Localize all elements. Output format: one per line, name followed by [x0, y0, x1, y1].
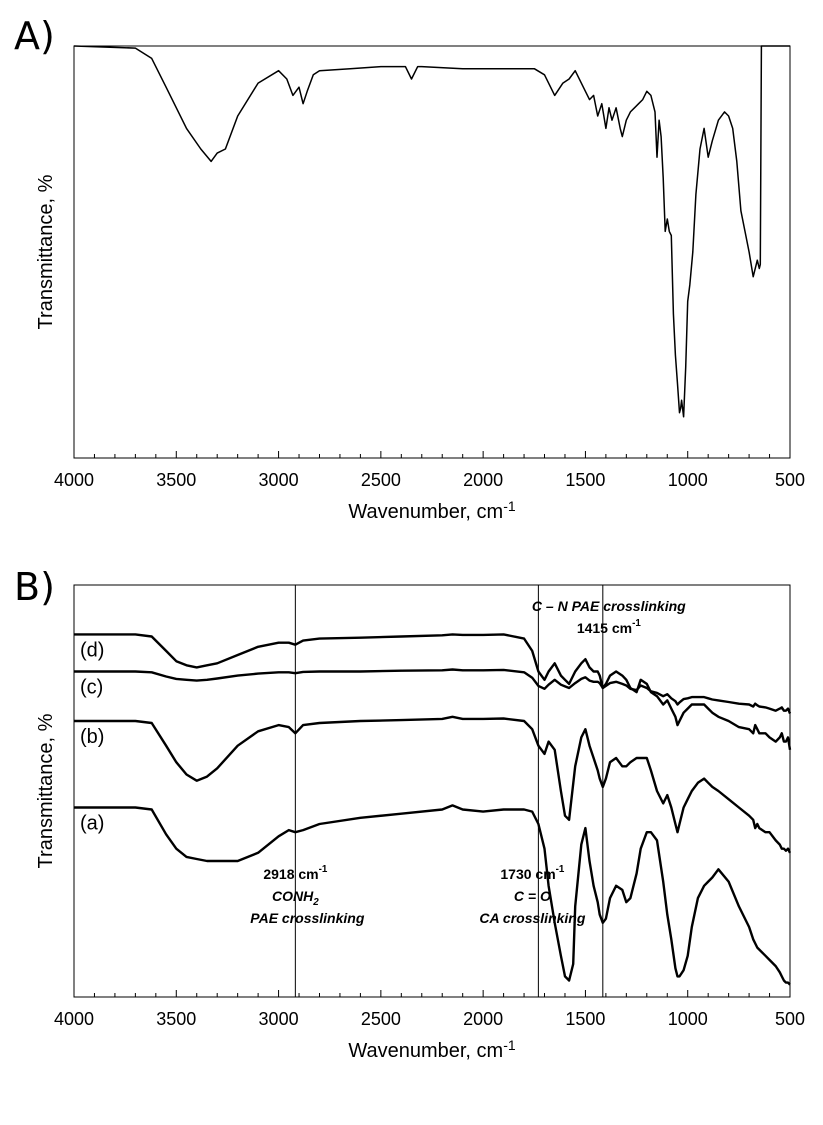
series-label: (a) [80, 812, 104, 834]
annotation-label: 1730 cm-1 [500, 864, 565, 882]
y-axis-title: Transmittance, % [35, 174, 57, 329]
x-axis-title: Wavenumber, cm-1 [348, 498, 516, 523]
annotation-label: CA crosslinking [479, 910, 586, 926]
x-tick-label: 4000 [54, 470, 94, 490]
chart-panel-a: 4000 3500 3000 2500 2000 1500 1000 500 Wavenumbe… [35, 45, 805, 523]
x-tick-label: 2000 [463, 470, 503, 490]
x-tick-label: 1000 [668, 470, 708, 490]
series-line [73, 45, 790, 418]
x-tick-label: 4000 [54, 1009, 94, 1029]
x-tick-label: 2500 [361, 470, 401, 490]
series-label: (b) [80, 726, 104, 748]
x-tick-label: 3500 [156, 1009, 196, 1029]
x-tick-label: 2000 [463, 1009, 503, 1029]
series-label: (c) [80, 677, 103, 699]
panel-a-label: A) [14, 14, 55, 58]
x-tick-label: 1500 [565, 470, 605, 490]
series-line [74, 715, 792, 854]
annotation-label: 2918 cm-1 [263, 864, 328, 882]
annotation-label: C – N PAE crosslinking [532, 598, 686, 614]
x-tick-label: 3000 [259, 1009, 299, 1029]
x-tick-label: 500 [775, 470, 805, 490]
x-axis-title: Wavenumber, cm-1 [348, 1037, 516, 1062]
x-tick-label: 1000 [668, 1009, 708, 1029]
annotation-label: CONH2 [272, 888, 319, 908]
annotation-label: C = O [514, 888, 551, 904]
y-axis-title: Transmittance, % [35, 713, 57, 868]
chart-panel-b: 4000 3500 3000 2500 2000 1500 1000 500 Wavenumbe… [35, 584, 805, 1062]
x-tick-label: 1500 [565, 1009, 605, 1029]
annotation-label: 1415 cm-1 [577, 618, 642, 636]
panel-b-label: B) [14, 565, 55, 609]
x-tick-label: 3000 [259, 470, 299, 490]
series-line [74, 633, 792, 750]
plot-frame [73, 45, 791, 459]
x-tick-label: 3500 [156, 470, 196, 490]
annotation-label: PAE crosslinking [250, 910, 365, 926]
x-tick-label: 500 [775, 1009, 805, 1029]
series-line [74, 804, 791, 986]
series-label: (d) [80, 639, 104, 661]
x-tick-label: 2500 [361, 1009, 401, 1029]
series-line [74, 668, 792, 714]
plot-frame [73, 584, 791, 998]
